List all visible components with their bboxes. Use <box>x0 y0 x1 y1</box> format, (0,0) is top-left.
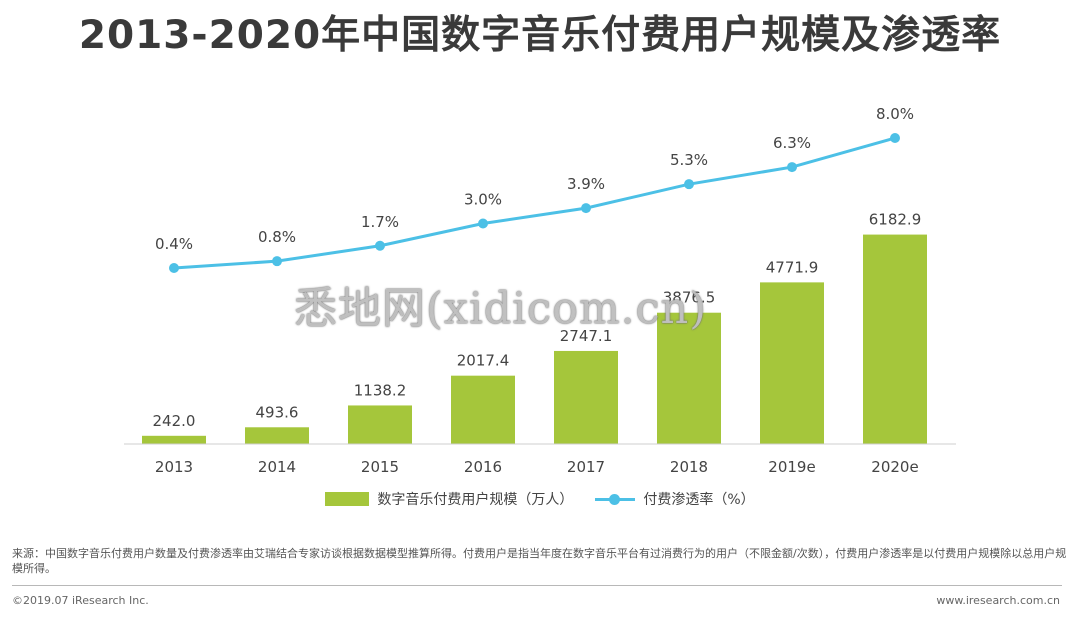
legend-swatch-bar <box>325 492 370 506</box>
x-tick-label: 2017 <box>567 458 605 476</box>
rate-point <box>787 162 797 173</box>
bar-value-label: 4771.9 <box>766 258 819 276</box>
rate-point <box>478 218 488 229</box>
bar <box>451 375 515 444</box>
bar-value-label: 2017.4 <box>457 352 510 370</box>
bar-value-label: 3876.5 <box>663 289 716 307</box>
x-tick-label: 2013 <box>155 458 193 476</box>
bar-value-label: 1138.2 <box>354 381 407 399</box>
chart-title: 2013-2020年中国数字音乐付费用户规模及渗透率 <box>78 13 1002 58</box>
bar <box>760 282 824 444</box>
x-tick-label: 2019e <box>768 458 815 476</box>
rate-point <box>169 263 179 273</box>
bar <box>554 350 618 444</box>
legend-label-users: 数字音乐付费用户规模（万人） <box>377 492 574 508</box>
line-series: 0.4% 0.8% 1.7% 3.0% 3.9% 5.3% 6.3% 8.0% <box>155 105 914 273</box>
rate-point <box>581 203 591 214</box>
legend-item-rate: 付费渗透率（%） <box>595 489 755 509</box>
legend-swatch-line <box>595 492 636 506</box>
legend-item-users: 数字音乐付费用户规模（万人） <box>325 489 573 509</box>
bar <box>863 234 927 444</box>
x-tick-label: 2015 <box>361 458 399 476</box>
rate-value-label: 1.7% <box>361 213 399 231</box>
copyright: ©2019.07 iResearch Inc. <box>12 594 149 607</box>
rate-value-label: 3.9% <box>567 175 605 193</box>
bar-value-label: 242.0 <box>153 412 196 430</box>
rate-value-label: 6.3% <box>773 134 811 152</box>
watermark: 悉地网(xidicom.cn) <box>294 284 708 334</box>
bar-value-label: 2747.1 <box>560 327 613 345</box>
rate-point <box>684 179 694 190</box>
legend: 数字音乐付费用户规模（万人） 付费渗透率（%） <box>0 489 1080 509</box>
bar-series: 242.0 493.6 1138.2 2017.4 2747.1 3876.5 4771.9… <box>142 211 927 444</box>
x-axis: 2013 2014 2015 2016 2017 2018 2019e 2020e <box>124 443 956 476</box>
rate-value-label: 5.3% <box>670 151 708 169</box>
bar-value-label: 6182.9 <box>869 211 922 229</box>
rate-point <box>890 133 900 143</box>
chart: 242.0 493.6 1138.2 2017.4 2747.1 3876.5 4771.9… <box>124 105 956 476</box>
rate-value-label: 8.0% <box>876 105 914 123</box>
bar <box>348 405 412 444</box>
bar <box>142 435 206 444</box>
footer-divider <box>12 585 1062 586</box>
x-tick-label: 2020e <box>871 458 918 476</box>
bar <box>657 312 721 444</box>
rate-point <box>272 256 282 267</box>
source-footnote: 来源：中国数字音乐付费用户数量及付费渗透率由艾瑞结合专家访谈根据数据模型推算所得… <box>12 547 1067 575</box>
x-tick-label: 2018 <box>670 458 708 476</box>
bar <box>245 427 309 444</box>
rate-value-label: 0.4% <box>155 235 193 253</box>
rate-value-label: 0.8% <box>258 228 296 246</box>
x-tick-label: 2016 <box>464 458 502 476</box>
site-url: www.iresearch.com.cn <box>936 594 1060 607</box>
rate-point <box>375 240 385 251</box>
rate-line <box>173 136 896 270</box>
x-tick-label: 2014 <box>258 458 296 476</box>
rate-value-label: 3.0% <box>464 191 502 209</box>
bar-value-label: 493.6 <box>256 403 299 421</box>
legend-label-rate: 付费渗透率（%） <box>643 492 755 508</box>
